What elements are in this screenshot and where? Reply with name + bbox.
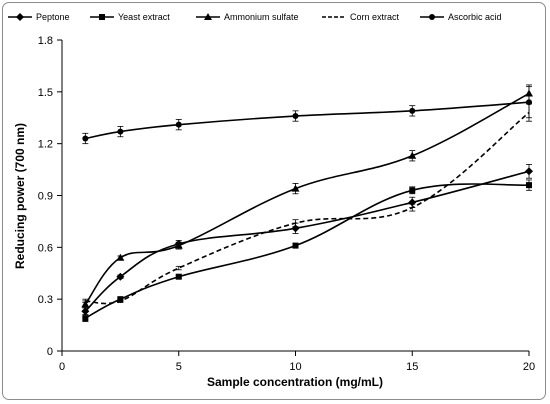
- y-tick-label: 1.5: [38, 87, 53, 99]
- x-axis-title: Sample concentration (mg/mL): [207, 375, 383, 389]
- legend-label: Corn extract: [350, 12, 400, 22]
- triangle-marker: [81, 300, 90, 308]
- axes: 0 0.3 0.6 0.9 1.2 1.5 1.8 0 5 10 15 20: [38, 35, 535, 373]
- series-line: [85, 111, 530, 305]
- series-peptone: [81, 163, 533, 316]
- y-tick-label: 0: [47, 346, 53, 358]
- square-marker: [175, 273, 182, 280]
- square-marker: [292, 242, 299, 249]
- triangle-marker: [116, 253, 125, 261]
- series-line: [84, 183, 530, 319]
- diamond-marker: [16, 13, 24, 21]
- square-marker: [82, 315, 89, 322]
- y-tick-label: 0.6: [38, 242, 53, 254]
- chart-frame: [2, 2, 546, 400]
- y-tick-label: 0.9: [38, 191, 53, 203]
- circle-marker: [409, 107, 416, 114]
- circle-marker: [292, 113, 299, 120]
- triangle-marker: [204, 13, 212, 20]
- legend-item: Ascorbic acid: [420, 12, 502, 22]
- circle-marker: [526, 99, 532, 106]
- x-tick-label: 15: [406, 361, 418, 373]
- circle-marker: [82, 135, 89, 142]
- series-ascorbic-acid: [82, 86, 532, 145]
- square-marker: [409, 187, 416, 194]
- series-layer: [81, 84, 533, 323]
- series-corn-extract: [82, 103, 532, 305]
- diamond-marker: [116, 272, 125, 281]
- x-tick-label: 10: [289, 361, 301, 373]
- legend-label: Peptone: [36, 12, 70, 22]
- x-tick-label: 20: [523, 361, 535, 373]
- legend-item: Corn extract: [322, 12, 400, 22]
- legend-label: Yeast extract: [118, 12, 170, 22]
- legend-item: Yeast extract: [90, 12, 170, 22]
- triangle-marker: [408, 151, 417, 159]
- diamond-marker: [525, 167, 533, 176]
- y-tick-label: 1.2: [38, 139, 53, 151]
- y-tick-label: 1.8: [38, 35, 53, 47]
- triangle-marker: [174, 241, 183, 249]
- triangle-marker: [291, 184, 300, 192]
- y-axis-title: Reducing power (700 nm): [13, 123, 27, 269]
- circle-marker: [117, 128, 124, 135]
- legend-label: Ascorbic acid: [448, 12, 502, 22]
- series-ammonium-sulfate: [81, 84, 533, 309]
- series-line: [85, 101, 530, 140]
- series-line: [84, 92, 530, 305]
- circle-marker: [429, 14, 435, 20]
- y-tick-label: 0.3: [38, 294, 53, 306]
- legend-item: Peptone: [8, 12, 70, 22]
- diamond-marker: [81, 307, 90, 316]
- x-tick-label: 0: [59, 361, 65, 373]
- circle-marker: [175, 121, 182, 128]
- legend-item: Ammonium sulfate: [196, 12, 299, 22]
- x-tick-label: 5: [176, 361, 182, 373]
- series-yeast-extract: [82, 179, 532, 323]
- square-marker: [526, 182, 532, 189]
- legend: Peptone Yeast extract Ammonium sulfate Corn…: [8, 12, 502, 22]
- legend-label: Ammonium sulfate: [224, 12, 299, 22]
- square-marker: [99, 14, 105, 20]
